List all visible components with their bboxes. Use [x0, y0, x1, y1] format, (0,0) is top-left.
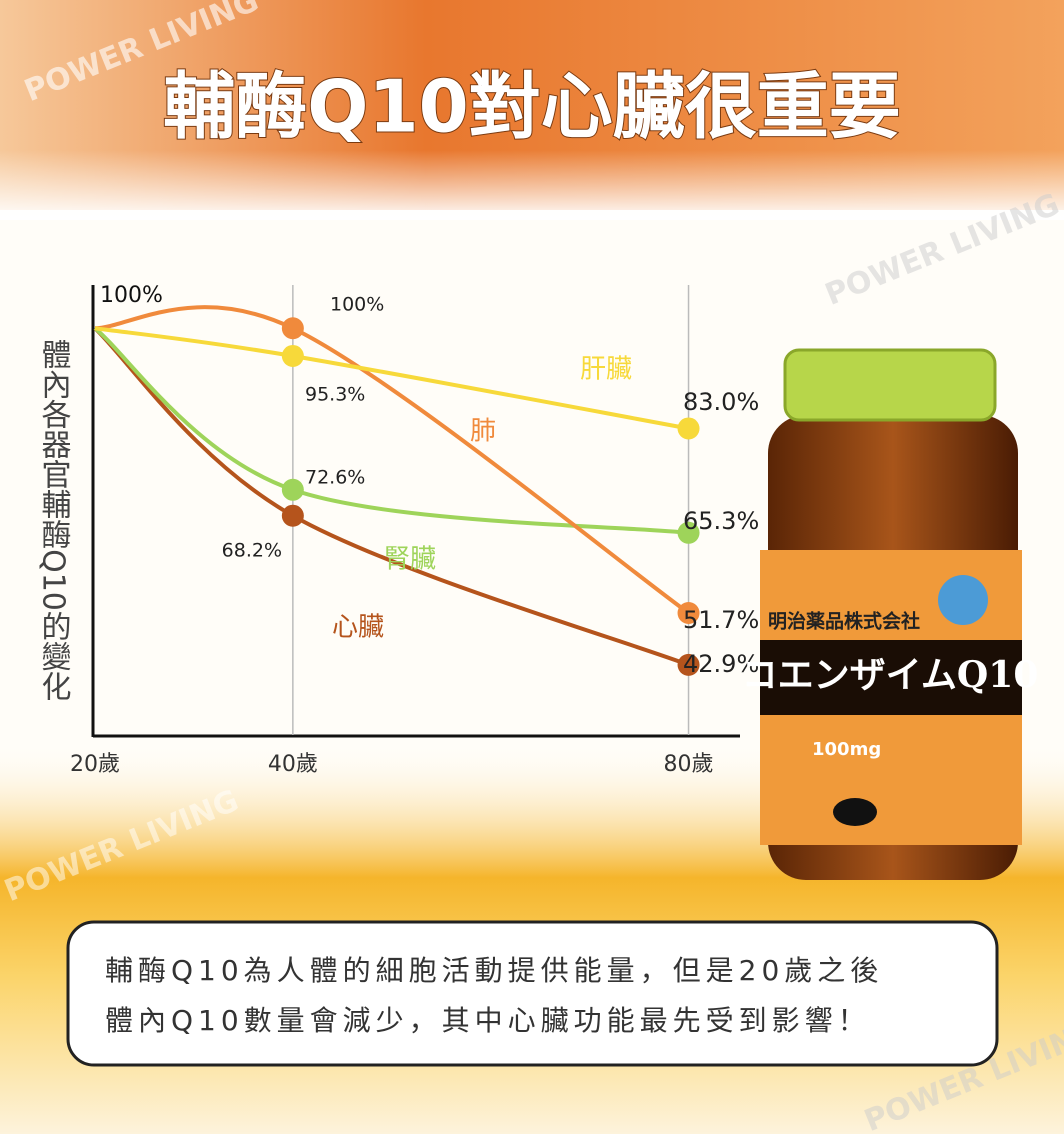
x-tick-label: 20歲 — [70, 752, 120, 777]
globe-logo — [938, 575, 988, 625]
header-fade — [0, 150, 1064, 220]
data-point — [677, 417, 700, 440]
series-line — [93, 326, 690, 667]
product-name: コエンザイムQ10 — [742, 654, 1039, 696]
product-dose: 100mg — [812, 739, 881, 760]
data-point — [677, 653, 700, 676]
bottle-cap — [783, 348, 997, 422]
x-tick-label: 40歲 — [268, 752, 318, 777]
data-point — [281, 344, 304, 367]
chart: 20歲 40歲 80歲 100% 100% 51.7% 肺 95.3% 83.0% 肝臟 72.6%… — [70, 283, 759, 777]
data-point — [281, 317, 304, 340]
data-label: 100% — [330, 294, 384, 316]
series-line — [94, 326, 689, 431]
series-line — [93, 326, 689, 535]
series-line — [94, 305, 690, 615]
data-label: 95.3% — [305, 384, 365, 406]
series-name: 肺 — [470, 417, 496, 447]
page-title: 輔酶Q10對心臟很重要 — [163, 65, 900, 149]
product-bottle: 明治薬品株式会社 コエンザイムQ10 100mg — [742, 348, 1039, 880]
y-axis-label: 體內各器官輔酶Q10的變化 — [36, 339, 72, 701]
data-label: 42.9% — [683, 650, 759, 678]
note-box — [66, 920, 999, 1067]
series-name: 腎臟 — [384, 545, 436, 575]
data-label: 83.0% — [683, 388, 759, 416]
capsule — [833, 798, 877, 826]
data-label: 68.2% — [222, 540, 282, 562]
data-point — [281, 504, 304, 527]
data-label: 72.6% — [305, 467, 365, 489]
note-line: 輔酶Q10為人體的細胞活動提供能量，但是20歲之後 — [105, 954, 883, 987]
data-point — [281, 478, 304, 501]
series-name: 心臟 — [332, 613, 384, 643]
series-name: 肝臟 — [580, 355, 632, 385]
product-maker: 明治薬品株式会社 — [768, 610, 920, 633]
note-line: 體內Q10數量會減少，其中心臟功能最先受到影響！ — [105, 1004, 871, 1037]
x-tick-label: 80歲 — [664, 752, 714, 777]
data-point — [677, 521, 700, 544]
data-label: 51.7% — [683, 606, 759, 634]
data-label: 65.3% — [683, 507, 759, 535]
label-band — [760, 640, 1022, 715]
y-tick-label: 100% — [100, 283, 163, 308]
data-point — [677, 601, 700, 624]
